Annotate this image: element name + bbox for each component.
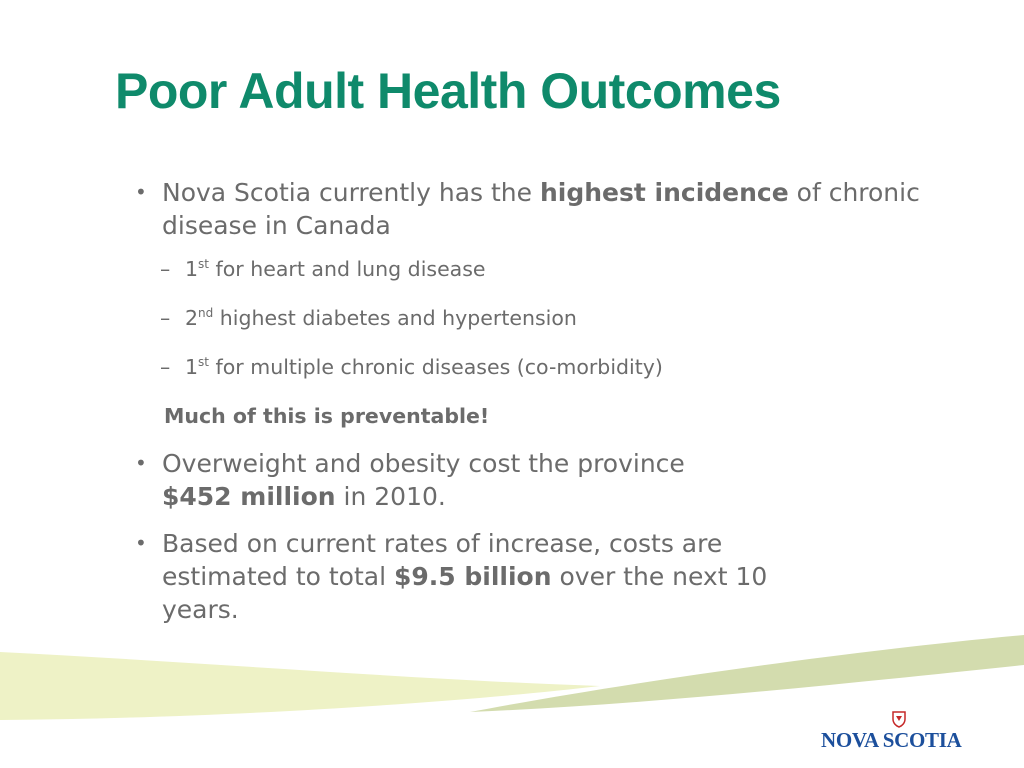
rank-suffix: st (198, 355, 210, 369)
bullet-text: Nova Scotia currently has the (162, 178, 540, 207)
rank-number: 2 (185, 306, 199, 330)
decorative-swoosh (0, 635, 1024, 720)
preventable-note: Much of this is preventable! (164, 404, 490, 428)
sub-bullet-diabetes: – 2nd highest diabetes and hypertension (135, 305, 935, 334)
rank-number: 1 (185, 355, 199, 379)
rank-number: 1 (185, 257, 199, 281)
dash-glyph: – (160, 306, 171, 330)
bullet-text: in 2010. (335, 482, 446, 511)
bullet-chronic-disease: • Nova Scotia currently has the highest … (135, 176, 935, 242)
sub-bullet-comorbidity: – 1st for multiple chronic diseases (co-… (135, 354, 935, 383)
bullet-emphasis: highest incidence (539, 178, 789, 207)
bullet-text: Overweight and obesity cost the province (162, 449, 685, 478)
sub-bullet-text: highest diabetes and hypertension (213, 306, 577, 330)
sub-bullet-text: for heart and lung disease (209, 257, 486, 281)
dash-glyph: – (160, 355, 171, 379)
slide-title: Poor Adult Health Outcomes (115, 63, 781, 119)
bullet-glyph: • (135, 531, 147, 555)
bullet-list: • Nova Scotia currently has the highest … (135, 176, 935, 640)
bullet-text: of chronic disease in Canada (162, 178, 920, 240)
bullet-projected-cost: • Based on current rates of increase, co… (135, 527, 842, 626)
sub-bullet-text: for multiple chronic diseases (co-morbid… (209, 355, 663, 379)
sub-bullet-heart-lung: – 1st for heart and lung disease (135, 256, 935, 285)
dash-glyph: – (160, 257, 171, 281)
bullet-text: over the next 10 years. (162, 562, 768, 624)
shield-icon (892, 711, 906, 728)
nova-scotia-logo: NOVA SCOTIA (821, 710, 981, 754)
bullet-emphasis: $9.5 billion (393, 562, 552, 591)
swoosh-light (0, 652, 600, 720)
logo-wordmark: NOVA SCOTIA (821, 728, 962, 752)
bullet-glyph: • (135, 180, 147, 204)
rank-suffix: st (198, 257, 210, 271)
rank-suffix: nd (198, 306, 214, 320)
bullet-obesity-cost: • Overweight and obesity cost the provin… (135, 447, 935, 513)
bullet-emphasis: $452 million (162, 482, 336, 511)
bullet-text: Based on current rates of increase, cost… (162, 529, 723, 591)
bullet-glyph: • (135, 451, 147, 475)
swoosh-dark (470, 635, 1024, 712)
